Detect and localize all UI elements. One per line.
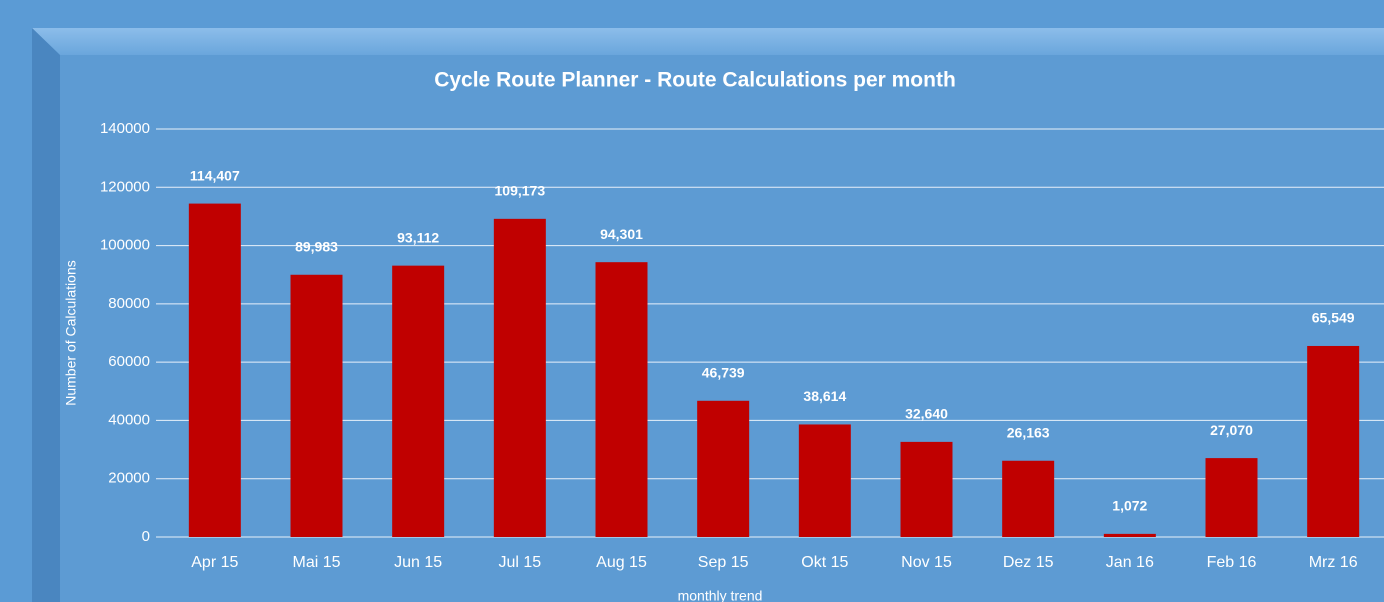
x-tick-label: Dez 15 (1003, 554, 1054, 571)
x-tick-label: Apr 15 (191, 554, 238, 571)
x-tick-label: Mrz 16 (1309, 554, 1358, 571)
y-tick-label: 0 (142, 528, 150, 545)
x-tick-label: Mai 15 (292, 554, 340, 571)
value-label: 27,070 (1210, 422, 1253, 438)
value-label: 26,163 (1007, 424, 1050, 440)
y-tick-label: 40000 (108, 411, 150, 428)
x-tick-label: Jul 15 (498, 554, 541, 571)
x-tick-label: Jan 16 (1106, 554, 1154, 571)
frame-bevel-left (32, 28, 60, 602)
x-tick-label: Nov 15 (901, 554, 952, 571)
bar (392, 265, 445, 537)
value-label: 89,983 (295, 238, 338, 254)
value-label: 38,614 (803, 388, 846, 404)
y-tick-label: 80000 (108, 295, 150, 312)
bar (900, 441, 953, 537)
value-label: 1,072 (1112, 498, 1147, 514)
bar (1103, 533, 1156, 537)
bar (1205, 458, 1258, 537)
x-tick-label: Aug 15 (596, 554, 647, 571)
y-tick-label: 60000 (108, 353, 150, 370)
frame-bevel-top (32, 28, 1384, 55)
value-label: 46,739 (702, 364, 745, 380)
y-tick-label: 20000 (108, 470, 150, 487)
bar (493, 218, 546, 537)
bar (1002, 460, 1055, 537)
bar (595, 262, 648, 537)
value-label: 114,407 (190, 167, 240, 183)
value-label: 93,112 (397, 229, 439, 245)
y-tick-label: 120000 (100, 178, 150, 195)
x-tick-label: Jun 15 (394, 554, 442, 571)
bar (697, 400, 750, 537)
y-axis-label: Number of Calculations (63, 260, 79, 406)
bar (188, 203, 241, 537)
value-label: 94,301 (600, 226, 643, 242)
x-tick-label: Feb 16 (1207, 554, 1257, 571)
x-tick-label: Sep 15 (698, 554, 749, 571)
value-label: 32,640 (905, 406, 948, 422)
y-tick-label: 100000 (100, 237, 150, 254)
value-label: 109,173 (495, 183, 546, 199)
chart-title: Cycle Route Planner - Route Calculations… (434, 69, 956, 92)
x-tick-label: Okt 15 (801, 554, 848, 571)
value-label: 65,549 (1312, 310, 1355, 326)
x-axis-label: monthly trend (678, 588, 763, 602)
bar (290, 274, 343, 537)
bar (1307, 345, 1360, 537)
y-tick-label: 140000 (100, 120, 150, 137)
bar (798, 424, 851, 537)
